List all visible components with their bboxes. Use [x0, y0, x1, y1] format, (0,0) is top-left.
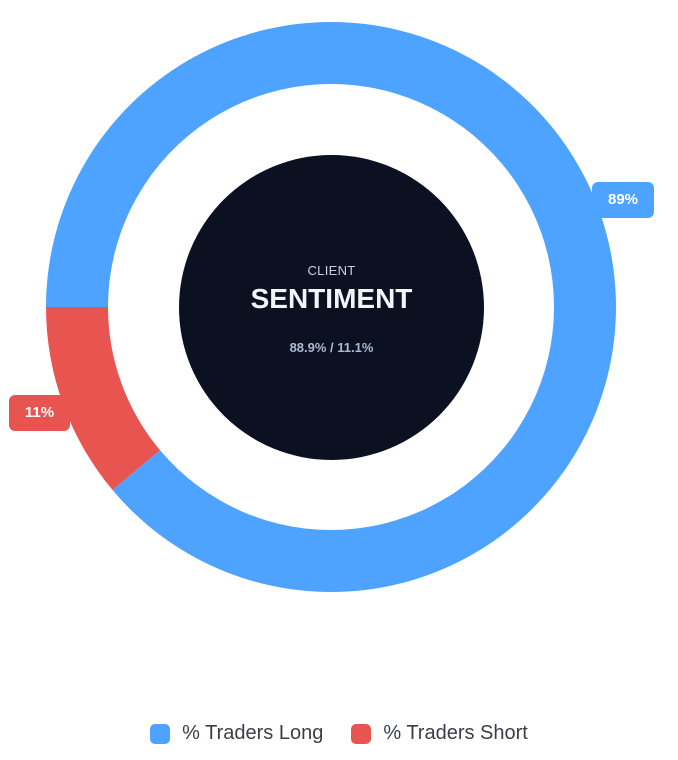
long-data-label: 89%	[592, 182, 654, 218]
legend-swatch-long	[150, 723, 171, 744]
center-panel: CLIENT SENTIMENT 88.9% / 11.1%	[179, 155, 484, 460]
legend-label-short: % Traders Short	[383, 722, 528, 744]
legend-item-long[interactable]: % Traders Long	[150, 722, 323, 745]
legend-label-long: % Traders Long	[182, 722, 324, 744]
legend-item-short[interactable]: % Traders Short	[351, 722, 528, 745]
legend: % Traders Long % Traders Short	[0, 722, 678, 745]
donut-chart	[46, 21, 616, 592]
center-subtitle: CLIENT	[307, 263, 356, 278]
center-title: SENTIMENT	[250, 283, 413, 314]
slice-traders-short[interactable]	[46, 307, 161, 491]
legend-swatch-short	[351, 723, 372, 744]
short-data-label: 11%	[9, 395, 70, 431]
center-split-value: 88.9% / 11.1%	[289, 340, 374, 355]
